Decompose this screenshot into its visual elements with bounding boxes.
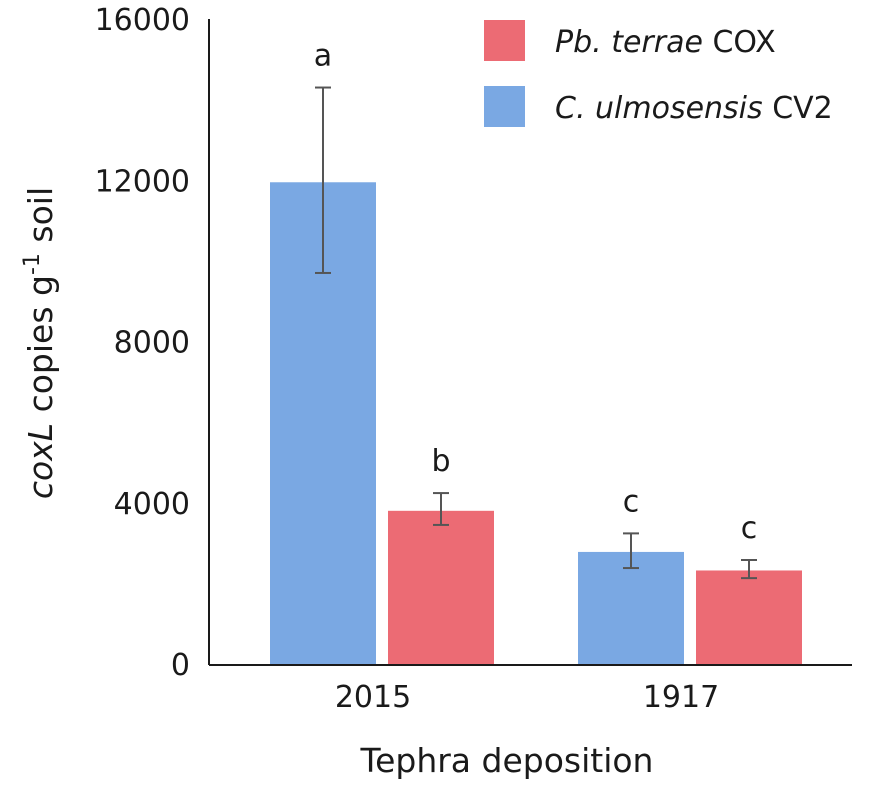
bars bbox=[270, 182, 802, 664]
y-tick-label: 12000 bbox=[95, 164, 190, 199]
legend-label-c-ulmosensis: C. ulmosensis CV2 bbox=[555, 91, 833, 126]
bar bbox=[388, 510, 494, 664]
y-axis-title-superscript: -1 bbox=[20, 253, 45, 275]
bar bbox=[696, 570, 802, 664]
legend: Pb. terrae COX C. ulmosensis CV2 bbox=[484, 20, 833, 127]
y-tick-label: 0 bbox=[171, 648, 190, 683]
y-axis-title-plain: copies g bbox=[21, 275, 60, 423]
significance-letter: c bbox=[623, 484, 640, 519]
x-tick-label: 2015 bbox=[335, 680, 411, 715]
legend-swatch-c-ulmosensis bbox=[484, 86, 525, 127]
y-tick-label: 16000 bbox=[95, 3, 190, 38]
significance-letter: a bbox=[314, 39, 332, 74]
significance-letters: a b c c bbox=[314, 39, 757, 546]
significance-letter: c bbox=[741, 511, 758, 546]
legend-label-pb-terrae-italic: Pb. terrae bbox=[555, 25, 703, 60]
significance-letter: b bbox=[431, 444, 450, 479]
legend-swatch-pb-terrae bbox=[484, 20, 525, 61]
y-axis: 0 4000 8000 12000 16000 bbox=[95, 3, 210, 683]
y-axis-title-suffix: soil bbox=[21, 187, 60, 253]
error-bars bbox=[315, 86, 757, 580]
legend-label-pb-terrae: Pb. terrae COX bbox=[555, 25, 776, 60]
y-axis-title-italic: coxL bbox=[21, 423, 60, 499]
y-tick-label: 4000 bbox=[114, 487, 190, 522]
y-tick-labels: 0 4000 8000 12000 16000 bbox=[95, 3, 190, 683]
legend-label-c-ulmosensis-italic: C. ulmosensis bbox=[555, 91, 763, 126]
x-axis: 2015 1917 bbox=[209, 664, 852, 715]
bar bbox=[578, 551, 684, 664]
y-axis-title: coxL copies g-1 soil bbox=[20, 187, 60, 499]
legend-label-c-ulmosensis-plain: CV2 bbox=[763, 91, 833, 126]
legend-label-pb-terrae-plain: COX bbox=[703, 25, 776, 60]
x-axis-title: Tephra deposition bbox=[360, 741, 654, 780]
x-tick-label: 1917 bbox=[643, 680, 719, 715]
y-tick-label: 8000 bbox=[114, 326, 190, 361]
x-tick-labels: 2015 1917 bbox=[335, 680, 719, 715]
